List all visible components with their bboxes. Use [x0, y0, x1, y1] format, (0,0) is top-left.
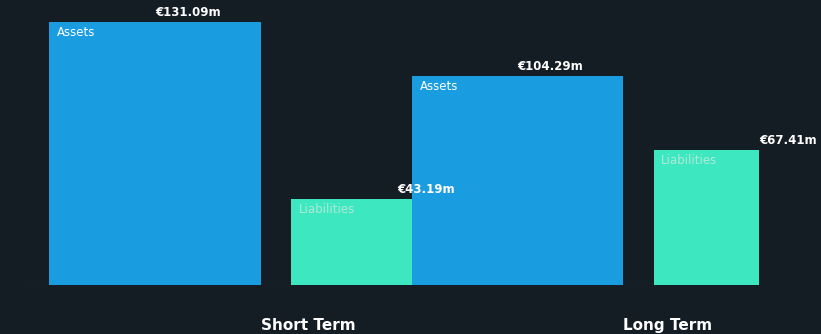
Bar [412, 76, 623, 286]
Text: Assets: Assets [420, 80, 458, 93]
Text: €67.41m: €67.41m [759, 134, 817, 147]
Text: €43.19m: €43.19m [397, 183, 454, 196]
Bar [654, 150, 821, 286]
Text: Assets: Assets [57, 26, 95, 39]
Text: Liabilities: Liabilities [299, 203, 355, 216]
Text: €104.29m: €104.29m [517, 60, 584, 73]
Text: Long Term: Long Term [623, 318, 713, 333]
Text: Short Term: Short Term [261, 318, 355, 333]
Bar [291, 199, 502, 286]
Text: Liabilities: Liabilities [661, 154, 718, 167]
Text: €131.09m: €131.09m [155, 6, 221, 19]
Bar [49, 22, 261, 286]
